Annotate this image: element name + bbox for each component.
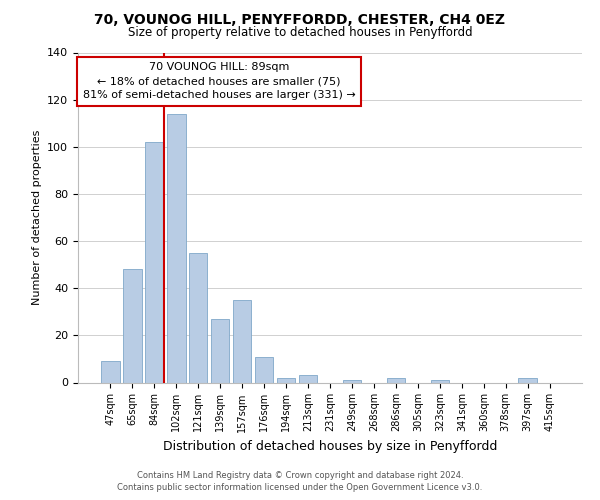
X-axis label: Distribution of detached houses by size in Penyffordd: Distribution of detached houses by size … xyxy=(163,440,497,453)
Bar xyxy=(299,376,317,382)
Bar xyxy=(145,142,164,382)
Bar xyxy=(431,380,449,382)
Bar xyxy=(518,378,537,382)
Text: 70 VOUNOG HILL: 89sqm
← 18% of detached houses are smaller (75)
81% of semi-deta: 70 VOUNOG HILL: 89sqm ← 18% of detached … xyxy=(83,62,355,100)
Bar xyxy=(167,114,185,382)
Text: 70, VOUNOG HILL, PENYFFORDD, CHESTER, CH4 0EZ: 70, VOUNOG HILL, PENYFFORDD, CHESTER, CH… xyxy=(95,12,505,26)
Bar xyxy=(343,380,361,382)
Bar xyxy=(101,362,119,382)
Bar xyxy=(386,378,405,382)
Text: Size of property relative to detached houses in Penyffordd: Size of property relative to detached ho… xyxy=(128,26,472,39)
Bar xyxy=(189,253,208,382)
Bar xyxy=(123,270,142,382)
Bar xyxy=(255,356,274,382)
Text: Contains HM Land Registry data © Crown copyright and database right 2024.
Contai: Contains HM Land Registry data © Crown c… xyxy=(118,471,482,492)
Bar xyxy=(277,378,295,382)
Bar xyxy=(233,300,251,382)
Y-axis label: Number of detached properties: Number of detached properties xyxy=(32,130,41,305)
Bar xyxy=(211,319,229,382)
